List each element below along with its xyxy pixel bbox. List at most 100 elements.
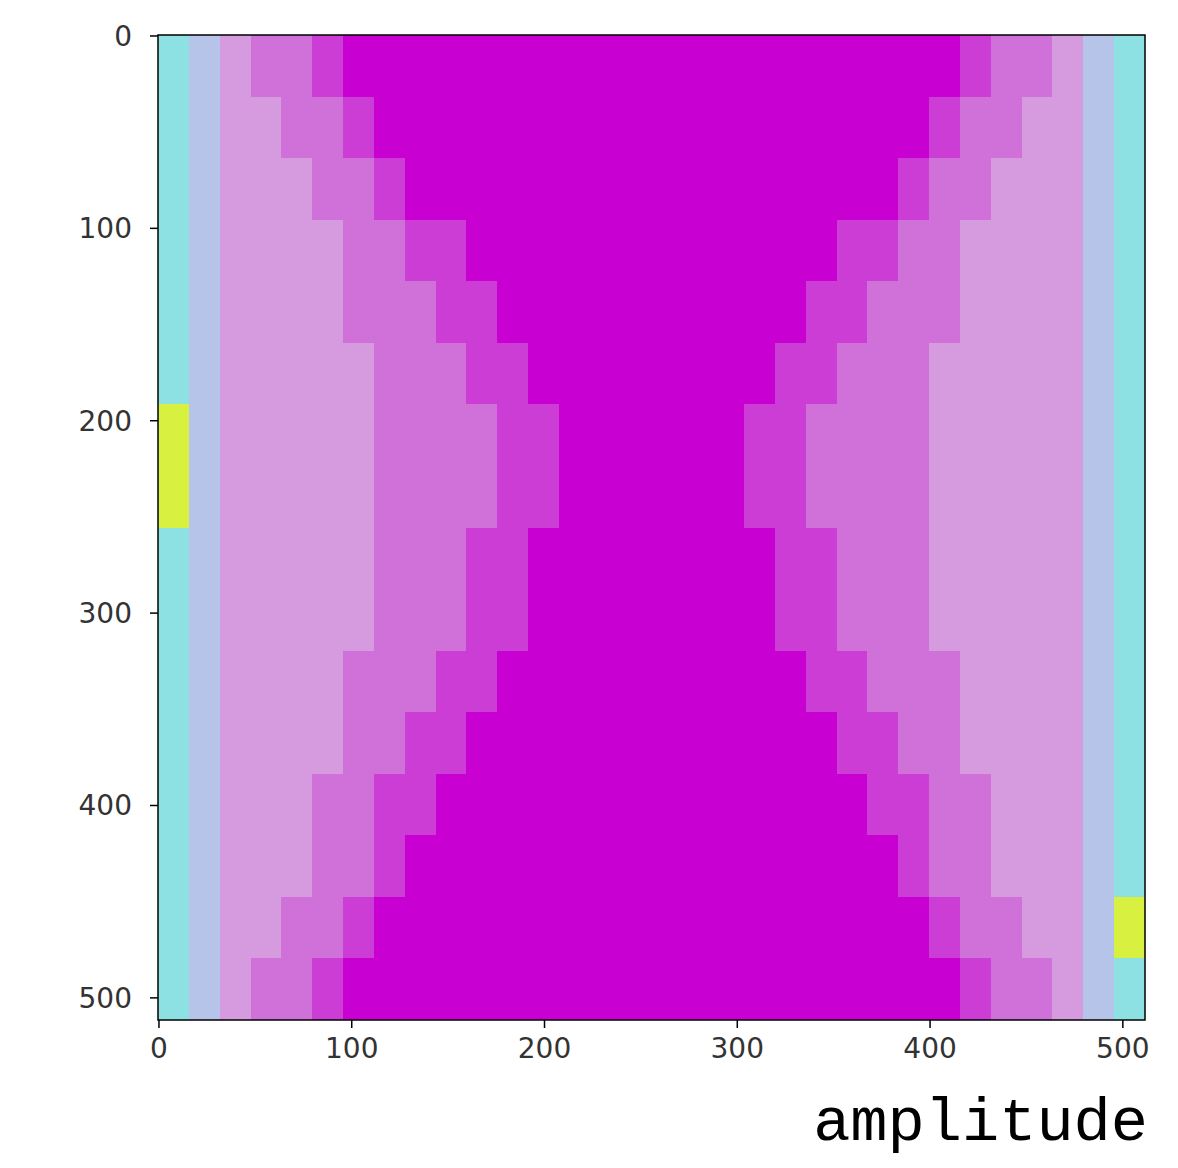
heatmap-cell xyxy=(929,651,960,713)
heatmap-cell xyxy=(374,712,405,774)
heatmap-cell xyxy=(837,281,868,343)
heatmap-cell xyxy=(590,712,621,774)
heatmap-cell xyxy=(1022,220,1053,282)
heatmap-cell xyxy=(590,958,621,1020)
heatmap-cell xyxy=(929,958,960,1020)
heatmap-cell xyxy=(1114,651,1145,713)
heatmap-cell xyxy=(374,343,405,405)
heatmap-cell xyxy=(374,651,405,713)
heatmap-cell xyxy=(528,958,559,1020)
heatmap-cell xyxy=(559,97,590,159)
heatmap-cell xyxy=(960,97,991,159)
heatmap-cell xyxy=(220,528,251,590)
heatmap-cell xyxy=(312,343,343,405)
heatmap-cell xyxy=(590,589,621,651)
heatmap-cell xyxy=(281,897,312,959)
heatmap-cell xyxy=(343,835,374,897)
heatmap-cell xyxy=(1114,958,1145,1020)
heatmap-cell xyxy=(436,35,467,97)
heatmap-cell xyxy=(158,835,189,897)
heatmap-cell xyxy=(220,404,251,466)
heatmap-cell xyxy=(837,404,868,466)
heatmap-cell xyxy=(806,958,837,1020)
heatmap-cell xyxy=(898,220,929,282)
heatmap-cell xyxy=(682,958,713,1020)
heatmap-cell xyxy=(867,958,898,1020)
heatmap-cell xyxy=(1052,158,1083,220)
heatmap-cell xyxy=(775,404,806,466)
heatmap-cell xyxy=(374,97,405,159)
heatmap-cell xyxy=(466,897,497,959)
heatmap-cell xyxy=(713,528,744,590)
heatmap-cell xyxy=(898,774,929,836)
heatmap-cell xyxy=(590,281,621,343)
heatmap-cell xyxy=(929,528,960,590)
heatmap-cell xyxy=(652,466,683,528)
heatmap-cell xyxy=(590,466,621,528)
heatmap-cell xyxy=(251,220,282,282)
heatmap-cell xyxy=(189,158,220,220)
heatmap-cell xyxy=(713,35,744,97)
heatmap-cell xyxy=(867,589,898,651)
heatmap-cell xyxy=(374,589,405,651)
heatmap-cell xyxy=(251,651,282,713)
heatmap-cell xyxy=(436,97,467,159)
heatmap-cell xyxy=(713,281,744,343)
heatmap-cell xyxy=(713,466,744,528)
heatmap-cell xyxy=(1083,343,1114,405)
heatmap-cell xyxy=(652,158,683,220)
heatmap-cell xyxy=(1022,651,1053,713)
heatmap-cell xyxy=(405,466,436,528)
heatmap-cell xyxy=(621,343,652,405)
heatmap-cell xyxy=(220,651,251,713)
heatmap-cell xyxy=(466,97,497,159)
heatmap-cell xyxy=(1022,528,1053,590)
heatmap-cell xyxy=(281,97,312,159)
heatmap-cell xyxy=(497,35,528,97)
heatmap-cell xyxy=(1114,712,1145,774)
heatmap-cell xyxy=(744,958,775,1020)
heatmap-cell xyxy=(590,897,621,959)
heatmap-cell xyxy=(220,35,251,97)
heatmap-cell xyxy=(528,404,559,466)
heatmap-cell xyxy=(621,897,652,959)
heatmap-cell xyxy=(497,958,528,1020)
heatmap-cell xyxy=(559,35,590,97)
heatmap-cell xyxy=(682,712,713,774)
heatmap-cell xyxy=(1083,589,1114,651)
heatmap-cell xyxy=(744,343,775,405)
heatmap-cell xyxy=(343,651,374,713)
heatmap-cell xyxy=(251,466,282,528)
heatmap-cell xyxy=(806,835,837,897)
heatmap-cell xyxy=(590,343,621,405)
heatmap-cell xyxy=(744,35,775,97)
heatmap-cell xyxy=(1114,774,1145,836)
heatmap-cell xyxy=(898,466,929,528)
heatmap-cell xyxy=(991,158,1022,220)
heatmap-cell xyxy=(436,835,467,897)
heatmap-cell xyxy=(991,281,1022,343)
heatmap-cell xyxy=(251,897,282,959)
heatmap-cell xyxy=(1022,712,1053,774)
heatmap-cell xyxy=(251,835,282,897)
heatmap-cell xyxy=(590,404,621,466)
heatmap-cell xyxy=(929,220,960,282)
heatmap-cell xyxy=(806,466,837,528)
heatmap-cell xyxy=(1022,897,1053,959)
heatmap-cell xyxy=(343,404,374,466)
heatmap-cell xyxy=(251,35,282,97)
x-tick-label: 0 xyxy=(150,1032,168,1065)
heatmap-cell xyxy=(1114,343,1145,405)
y-tick xyxy=(150,228,158,230)
heatmap-cell xyxy=(497,281,528,343)
heatmap-cell xyxy=(466,158,497,220)
heatmap-cell xyxy=(867,712,898,774)
heatmap-cell xyxy=(189,404,220,466)
heatmap-cell xyxy=(713,774,744,836)
heatmap-cell xyxy=(867,897,898,959)
heatmap-cell xyxy=(898,712,929,774)
heatmap-cell xyxy=(312,897,343,959)
heatmap-cell xyxy=(682,774,713,836)
x-tick-label: 400 xyxy=(903,1032,956,1065)
heatmap-cell xyxy=(991,97,1022,159)
